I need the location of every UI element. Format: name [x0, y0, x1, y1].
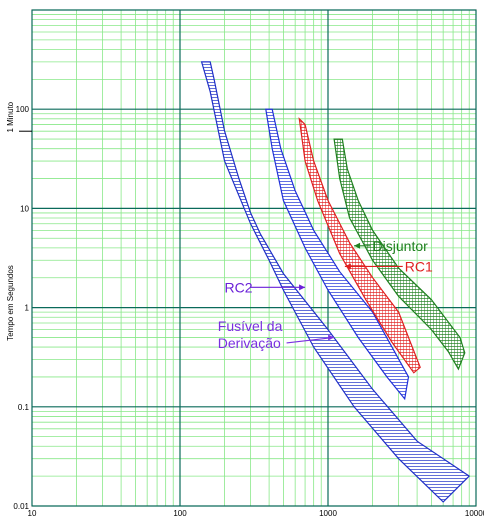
x-tick-label: 100	[173, 509, 187, 518]
y-axis-label: Tempo em Segundos	[6, 265, 15, 341]
y-tick-label: 10	[20, 204, 29, 213]
annotation-label: Fusível da	[218, 318, 283, 334]
curve-bands	[200, 61, 471, 503]
annotation-label: RC2	[225, 279, 253, 295]
y-tick-label: 1	[25, 304, 30, 313]
y-tick-label: 100	[16, 105, 30, 114]
annotation-arrowhead	[328, 334, 335, 341]
annotation-arrowhead	[299, 284, 306, 291]
annotation-leader	[286, 336, 335, 344]
annotation-label: RC1	[405, 258, 433, 274]
y-tick-label: 0.01	[13, 502, 29, 511]
y-tick-label: 0.1	[18, 403, 30, 412]
x-tick-label: 1000	[319, 509, 337, 518]
band-rc2	[265, 108, 410, 401]
annotation-label: Derivação	[218, 335, 281, 351]
band-fus-vel-da-deriva-o	[200, 61, 471, 503]
annotation-arrowhead	[344, 263, 351, 270]
band-rc1	[298, 117, 421, 374]
band-disjuntor	[333, 138, 466, 371]
x-tick-label: 10	[28, 509, 37, 518]
grid-major	[31, 9, 477, 507]
one-minute-label: 1 Minuto	[6, 101, 15, 132]
annotation-arrowhead	[354, 242, 361, 249]
grid-minor	[32, 10, 476, 506]
annotation-label: Disjuntor	[373, 238, 429, 254]
